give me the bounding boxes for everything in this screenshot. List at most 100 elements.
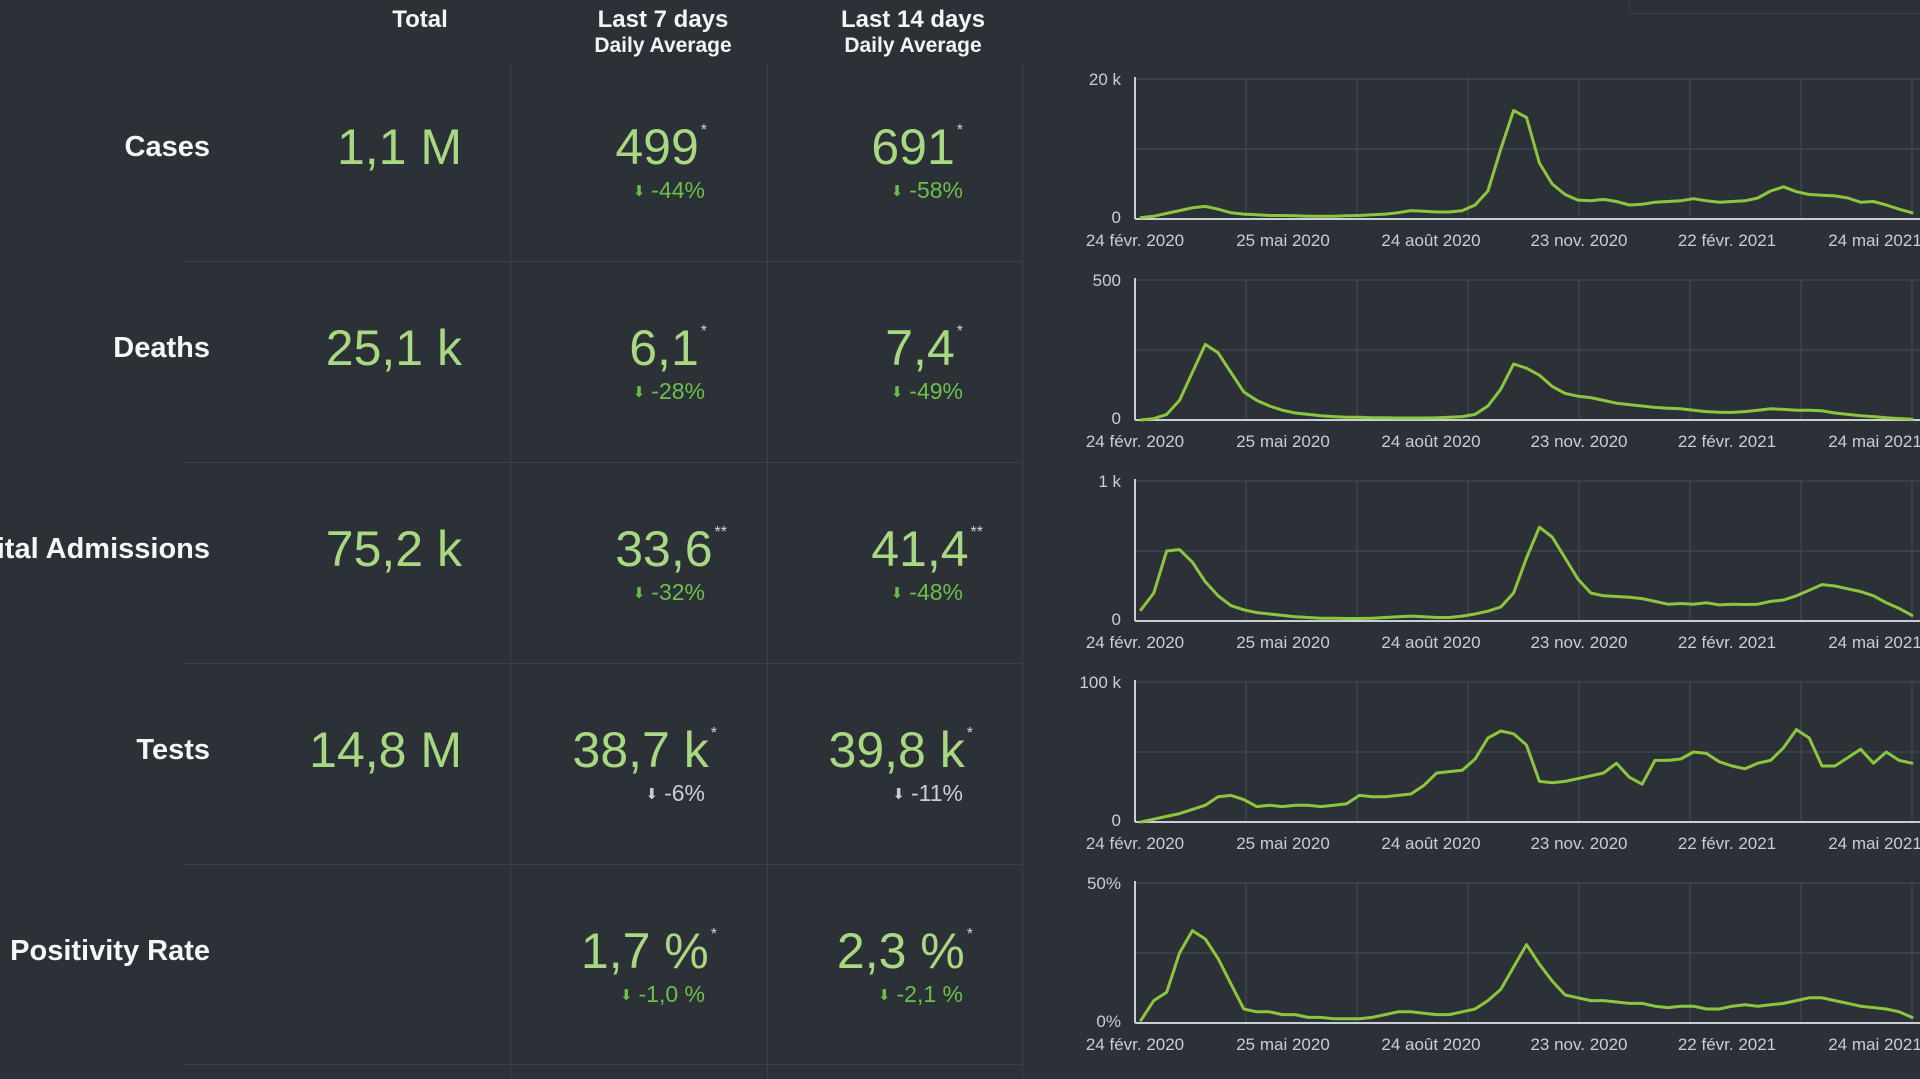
x-tick-label: 23 nov. 2020 — [1530, 231, 1627, 250]
delta7-deaths: ⬇ -28% — [633, 378, 705, 405]
delta7-text: -1,0 % — [638, 981, 705, 1007]
avg7-text: 499 — [615, 119, 699, 175]
chart-cases: 0 20 k 24 févr. 2020 25 mai 2020 24 août 202… — [1086, 70, 1920, 250]
row-divider — [182, 462, 1022, 463]
avg7-text: 1,7 % — [580, 923, 709, 979]
y-tick-label: 1 k — [1098, 472, 1121, 491]
x-tick-label: 24 mai 2021 — [1828, 633, 1920, 652]
x-tick-label: 25 mai 2020 — [1236, 834, 1330, 853]
delta14-hospital-admissions: ⬇ -48% — [891, 579, 963, 606]
avg7-text: 33,6 — [615, 521, 713, 577]
header-last14: Last 14 days Daily Average — [813, 0, 1013, 58]
x-tick-label: 24 févr. 2020 — [1086, 834, 1184, 853]
avg14-text: 7,4 — [885, 320, 955, 376]
arrow-down-icon: ⬇ — [892, 786, 905, 803]
row-divider — [182, 1064, 1022, 1065]
total-value-hospital-admissions: 75,2 k — [326, 520, 462, 578]
header-last7-label: Last 7 days — [597, 6, 729, 33]
arrow-down-icon: ⬇ — [890, 183, 904, 200]
x-tick-label: 24 août 2020 — [1381, 834, 1480, 853]
arrow-down-icon: ⬇ — [619, 987, 633, 1004]
top-tab-edge — [1629, 0, 1920, 14]
footnote-mark: ** — [714, 524, 727, 541]
column-divider — [1022, 62, 1023, 1079]
x-tick-label: 25 mai 2020 — [1236, 432, 1330, 451]
series-line — [1139, 342, 1914, 422]
total-text: 75,2 k — [325, 521, 462, 577]
x-tick-label: 25 mai 2020 — [1236, 1035, 1330, 1054]
avg14-text: 2,3 % — [836, 923, 965, 979]
delta14-text: -58% — [909, 177, 963, 203]
delta7-positivity-rate: ⬇ -1,0 % — [620, 981, 705, 1008]
header-last7: Last 7 days Daily Average — [563, 0, 763, 58]
avg7-value-deaths: 6,1 * — [629, 319, 707, 377]
header-last14-label: Last 14 days — [840, 6, 986, 33]
y-tick-label: 50% — [1087, 874, 1121, 893]
x-tick-label: 23 nov. 2020 — [1530, 432, 1627, 451]
avg14-text: 41,4 — [871, 521, 969, 577]
x-tick-label: 24 août 2020 — [1381, 633, 1480, 652]
arrow-down-icon: ⬇ — [890, 585, 904, 602]
total-value-deaths: 25,1 k — [326, 319, 462, 377]
x-tick-label: 22 févr. 2021 — [1678, 231, 1776, 250]
delta7-text: -44% — [651, 177, 705, 203]
x-tick-label: 24 févr. 2020 — [1086, 432, 1184, 451]
series-line — [1139, 525, 1914, 620]
x-tick-label: 24 mai 2021 — [1828, 432, 1920, 451]
avg14-text: 39,8 k — [828, 722, 965, 778]
delta14-text: -48% — [909, 579, 963, 605]
row-divider — [182, 864, 1022, 865]
chart-tests: 0 100 k 24 févr. 2020 25 mai 2020 24 août 20… — [1079, 673, 1920, 853]
header-last7-sub: Daily Average — [594, 34, 732, 57]
series-line — [1139, 929, 1914, 1022]
x-tick-label: 22 févr. 2021 — [1678, 633, 1776, 652]
x-tick-label: 23 nov. 2020 — [1530, 834, 1627, 853]
x-tick-label: 24 août 2020 — [1381, 231, 1480, 250]
x-tick-label: 24 févr. 2020 — [1086, 231, 1184, 250]
footnote-mark: * — [966, 725, 973, 742]
arrow-down-icon: ⬇ — [877, 987, 891, 1004]
column-divider — [767, 62, 768, 1079]
x-tick-label: 24 mai 2021 — [1828, 834, 1920, 853]
delta14-cases: ⬇ -58% — [891, 177, 963, 204]
row-divider — [182, 261, 1022, 262]
x-tick-label: 24 févr. 2020 — [1086, 633, 1184, 652]
delta14-deaths: ⬇ -49% — [891, 378, 963, 405]
footnote-mark: * — [956, 323, 963, 340]
y-tick-label: 0 — [1112, 610, 1121, 629]
avg14-value-cases: 691 * — [871, 118, 963, 176]
header-last14-sub: Daily Average — [844, 34, 982, 57]
footnote-mark: * — [956, 122, 963, 139]
header-total: Total — [370, 0, 470, 40]
delta14-positivity-rate: ⬇ -2,1 % — [878, 981, 963, 1008]
chart-hospital-admissions: 0 1 k 24 févr. 2020 25 mai 2020 24 août 2020… — [1086, 472, 1920, 652]
delta7-text: -6% — [664, 780, 705, 806]
avg7-value-cases: 499 * — [615, 118, 707, 176]
y-tick-label: 0% — [1096, 1012, 1121, 1031]
chart-positivity-rate: 0% 50% 24 févr. 2020 25 mai 2020 24 août 202… — [1086, 874, 1920, 1054]
arrow-down-icon: ⬇ — [632, 585, 646, 602]
avg7-value-hospital-admissions: 33,6 ** — [615, 520, 727, 578]
avg7-text: 6,1 — [629, 320, 699, 376]
delta14-text: -2,1 % — [896, 981, 963, 1007]
total-text: 25,1 k — [325, 320, 462, 376]
y-tick-label: 0 — [1112, 409, 1121, 428]
x-tick-label: 23 nov. 2020 — [1530, 1035, 1627, 1054]
x-tick-label: 22 févr. 2021 — [1678, 432, 1776, 451]
row-label-hospital-admissions: pital Admissions — [0, 533, 210, 565]
avg14-value-deaths: 7,4 * — [885, 319, 963, 377]
total-value-cases: 1,1 M — [337, 118, 462, 176]
avg14-text: 691 — [871, 119, 955, 175]
row-label-positivity-rate: Positivity Rate — [10, 935, 210, 967]
arrow-down-icon: ⬇ — [890, 384, 904, 401]
x-tick-label: 23 nov. 2020 — [1530, 633, 1627, 652]
delta14-text: -49% — [909, 378, 963, 404]
delta7-hospital-admissions: ⬇ -32% — [633, 579, 705, 606]
delta7-cases: ⬇ -44% — [633, 177, 705, 204]
x-tick-label: 22 févr. 2021 — [1678, 1035, 1776, 1054]
delta7-tests: ⬇ -6% — [646, 780, 705, 807]
x-tick-label: 24 mai 2021 — [1828, 1035, 1920, 1054]
avg7-value-positivity-rate: 1,7 % * — [581, 922, 717, 980]
row-label-tests: Tests — [136, 734, 210, 766]
footnote-mark: * — [710, 926, 717, 943]
